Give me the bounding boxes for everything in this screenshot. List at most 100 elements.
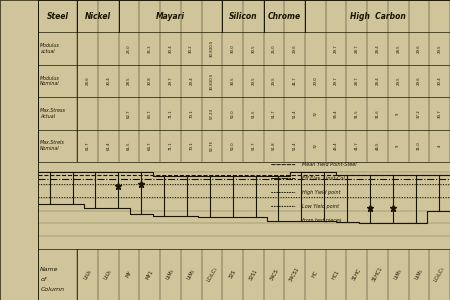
Text: Nickel: Nickel [85, 12, 111, 21]
Text: 91.6: 91.6 [376, 109, 379, 118]
Text: Silicon: Silicon [229, 12, 257, 21]
Text: 35.3: 35.3 [148, 44, 152, 53]
Text: Eff Elas. Limit-Col.: Eff Elas. Limit-Col. [302, 176, 346, 181]
Text: 28.6: 28.6 [86, 77, 90, 85]
Text: High  Carbon: High Carbon [350, 12, 405, 21]
Text: from test pieces: from test pieces [302, 218, 341, 223]
Text: Column: Column [40, 287, 64, 292]
Text: 29.6: 29.6 [417, 44, 421, 53]
Text: 37.2: 37.2 [417, 109, 421, 118]
Text: 34CS: 34CS [269, 268, 279, 281]
Text: 34CS1: 34CS1 [288, 266, 301, 283]
Text: 72: 72 [314, 143, 317, 148]
Text: Mayari: Mayari [156, 12, 185, 21]
Text: MY: MY [125, 270, 133, 279]
Text: 29.0: 29.0 [314, 76, 317, 85]
Text: Max.Strels
Nominal: Max.Strels Nominal [40, 140, 65, 151]
Text: 28.4: 28.4 [376, 76, 379, 85]
Text: Mean Yield Point-Steel: Mean Yield Point-Steel [302, 162, 356, 167]
Text: 51.4: 51.4 [293, 109, 297, 118]
Text: 71.1: 71.1 [168, 109, 172, 118]
Text: 61.4: 61.4 [106, 142, 110, 150]
Text: 25.0: 25.0 [272, 44, 276, 53]
Text: 51.7: 51.7 [252, 142, 255, 150]
Text: 4: 4 [438, 145, 441, 147]
Text: 70.1: 70.1 [189, 109, 193, 118]
Text: 61.7: 61.7 [86, 142, 90, 150]
Text: Steel: Steel [47, 12, 69, 21]
Text: 30.4: 30.4 [438, 76, 441, 85]
Text: 61.5: 61.5 [127, 142, 131, 150]
Text: 30.8: 30.8 [148, 76, 152, 85]
Text: 52.0: 52.0 [231, 142, 234, 150]
Text: 28.5: 28.5 [127, 77, 131, 85]
Text: U₂M₁: U₂M₁ [186, 268, 196, 281]
Text: 30.7: 30.7 [438, 109, 441, 118]
Text: 46.5: 46.5 [376, 142, 379, 150]
Text: 62.7: 62.7 [127, 109, 131, 118]
Text: 28.4: 28.4 [376, 44, 379, 53]
Text: 30.5: 30.5 [231, 77, 234, 85]
Text: 30.0: 30.0 [231, 44, 234, 53]
Text: 29.7: 29.7 [168, 76, 172, 85]
Text: 41.7: 41.7 [293, 76, 297, 85]
Text: 30.2: 30.2 [189, 44, 193, 53]
Text: 64.7: 64.7 [148, 142, 152, 150]
Text: 30.830.5: 30.830.5 [210, 40, 214, 57]
Text: Modulus
actual: Modulus actual [40, 43, 60, 54]
Text: U₂M₅: U₂M₅ [393, 268, 403, 281]
Text: LC₀LC₁: LC₀LC₁ [206, 266, 218, 283]
Text: HC: HC [311, 270, 320, 279]
Text: U₀U₅: U₀U₅ [104, 268, 113, 280]
Text: 29.6: 29.6 [293, 44, 297, 53]
Text: 57.23: 57.23 [210, 108, 214, 119]
Text: 41.7: 41.7 [355, 141, 359, 150]
Text: 30.4: 30.4 [106, 76, 110, 85]
Text: 70.1: 70.1 [189, 141, 193, 150]
Text: 52.0: 52.0 [231, 109, 234, 118]
Text: 32S: 32S [228, 269, 237, 280]
Text: 30.5: 30.5 [252, 44, 255, 53]
Text: 95.4: 95.4 [334, 109, 338, 118]
Text: 29.5: 29.5 [438, 44, 441, 53]
Text: 30.830.5: 30.830.5 [210, 72, 214, 90]
Text: 51.5: 51.5 [252, 109, 255, 118]
Text: 28.7: 28.7 [355, 76, 359, 85]
Text: Name: Name [40, 267, 59, 272]
Text: 45.4: 45.4 [334, 142, 338, 150]
Text: 51.7: 51.7 [272, 109, 276, 118]
Text: 63.7: 63.7 [148, 109, 152, 118]
Text: 91.5: 91.5 [355, 109, 359, 118]
Text: 25.0: 25.0 [127, 44, 131, 53]
Text: High Yield point: High Yield point [302, 190, 340, 195]
Text: 29.5: 29.5 [272, 77, 276, 85]
Text: 31HC1: 31HC1 [371, 266, 384, 283]
Text: Modulus
Nominal: Modulus Nominal [40, 76, 60, 86]
Text: MY1: MY1 [145, 269, 155, 280]
Text: U₂M₅: U₂M₅ [166, 268, 176, 281]
Text: 31HC: 31HC [351, 268, 362, 281]
Text: 32S1: 32S1 [248, 268, 259, 281]
Text: 72: 72 [314, 111, 317, 116]
Text: 29.4: 29.4 [189, 76, 193, 85]
Text: 28.7: 28.7 [355, 44, 359, 53]
Text: Chrome: Chrome [268, 12, 301, 21]
Text: LC₀LC₁: LC₀LC₁ [433, 266, 446, 283]
Text: Max.Stress
Actual: Max.Stress Actual [40, 108, 66, 119]
Text: 9: 9 [396, 112, 400, 115]
Text: 29.6: 29.6 [417, 77, 421, 85]
Text: of: of [40, 277, 46, 282]
Text: 9: 9 [396, 145, 400, 147]
Text: 51.4: 51.4 [293, 142, 297, 150]
Text: HC1: HC1 [331, 269, 341, 280]
Text: 29.7: 29.7 [334, 44, 338, 53]
Text: U₂M₁: U₂M₁ [414, 268, 424, 281]
Text: U₀U₅: U₀U₅ [83, 268, 93, 280]
Text: 29.5: 29.5 [252, 77, 255, 85]
Text: 29.5: 29.5 [396, 77, 400, 85]
Text: 52.75: 52.75 [210, 140, 214, 151]
Text: 29.7: 29.7 [334, 76, 338, 85]
Text: 31.0: 31.0 [417, 141, 421, 150]
Text: 51.8: 51.8 [272, 142, 276, 150]
Text: 30.4: 30.4 [168, 44, 172, 53]
